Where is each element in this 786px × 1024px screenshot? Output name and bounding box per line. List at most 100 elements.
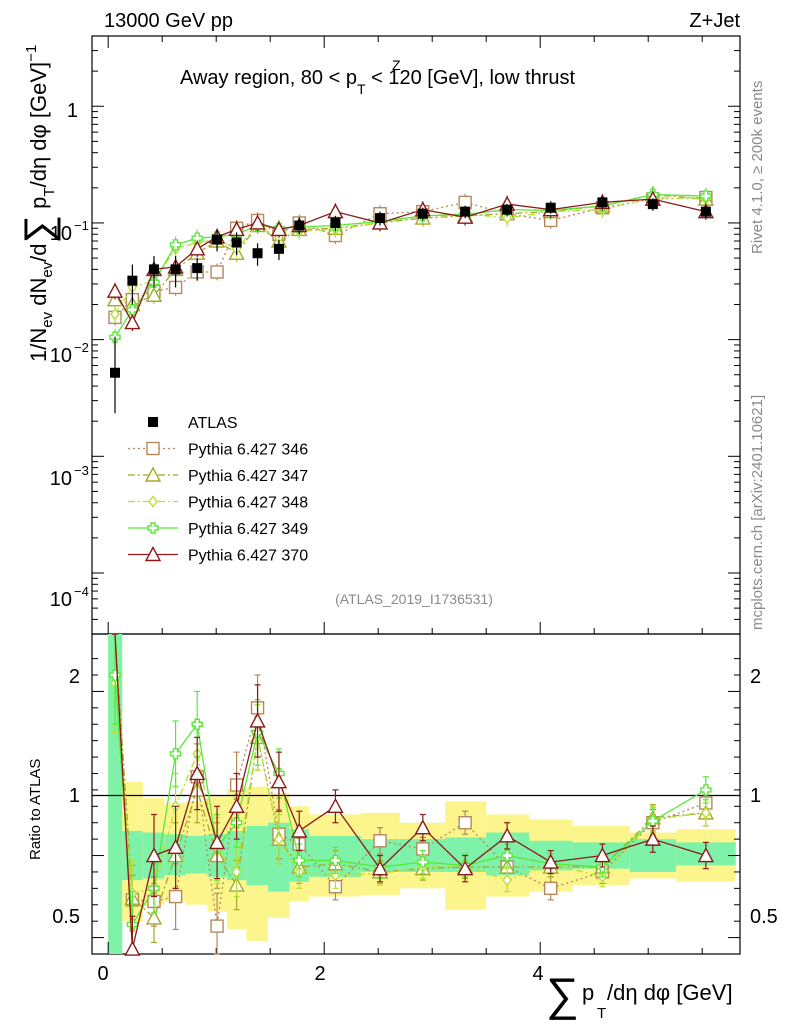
ratio-uncertainty-bands: [108, 634, 736, 954]
atlas-point: [231, 237, 242, 248]
atlas-point: [252, 248, 263, 259]
band-inner: [246, 826, 269, 886]
mc-point-ratio: [231, 865, 242, 879]
mc-point-ratio: [502, 874, 513, 887]
atlas-point: [212, 234, 223, 245]
y-tick-exp-1e-1: −1: [74, 218, 89, 233]
y-tick-label-1: 1: [67, 100, 78, 122]
x-axis-label: ∑ p T /dη dφ [GeV]: [546, 968, 733, 1022]
analysis-id: (ATLAS_2019_I1736531): [335, 591, 493, 607]
legend-label: Pythia 6.427 370: [188, 548, 308, 565]
atlas-point: [502, 204, 513, 215]
legend-marker: [144, 546, 162, 562]
mc-point-ratio: [274, 833, 284, 846]
mc-point-main: [126, 304, 139, 316]
legend-marker: [147, 522, 159, 534]
ratio-tick-1-right: 1: [750, 785, 761, 807]
svg-text:1/Nev dNev/d∑ pT/dη dφ [GeV]−: 1/Nev dNev/d∑ pT/dη dφ [GeV]−1: [17, 45, 61, 362]
mc-point-ratio: [458, 816, 472, 830]
atlas-point: [148, 264, 159, 275]
mc-point-ratio: [291, 822, 308, 838]
axis-ticks: [92, 35, 740, 954]
y-tick-label-1e-3: 10: [50, 468, 72, 490]
legend-label: Pythia 6.427 347: [188, 468, 308, 485]
mc-point-ratio: [414, 819, 431, 835]
mc-point-ratio: [498, 827, 516, 843]
x-axis-sub: T: [597, 1005, 606, 1022]
x-tick-labels: 0 2 4: [97, 963, 543, 985]
legend-label: Pythia 6.427 349: [188, 521, 308, 538]
mc-point-ratio: [456, 860, 474, 876]
mc-point-main: [270, 220, 288, 237]
mc-point-ratio: [270, 773, 288, 789]
atlas-point: [460, 206, 471, 217]
mc-point-ratio: [371, 860, 389, 876]
mc-point-main: [189, 240, 206, 256]
legend-marker: [146, 441, 160, 456]
legend-marker: [148, 495, 158, 508]
mc-series-ratio: [109, 633, 715, 956]
mc-point-ratio: [700, 784, 712, 796]
x-tick-2: 2: [314, 963, 325, 985]
y-tick-exp-1e-4: −4: [74, 584, 89, 599]
atlas-point: [192, 263, 203, 274]
mc-point-ratio: [373, 834, 387, 848]
x-tick-4: 4: [532, 963, 543, 985]
mc-point-ratio: [168, 889, 183, 904]
atlas-point: [273, 243, 284, 254]
mc-point-main: [191, 232, 203, 244]
atlas-data-main: [110, 196, 711, 414]
y-tick-label-1e-4: 10: [50, 589, 72, 611]
mc-point-ratio: [293, 854, 305, 867]
header-right: Z+Jet: [689, 10, 740, 32]
mc-point-ratio: [189, 765, 206, 781]
x-axis-tail: /dη dφ [GeV]: [607, 980, 733, 1005]
main-panel-frame: [91, 35, 741, 635]
mc-point-ratio: [169, 748, 182, 760]
mc-line-main: [114, 196, 706, 315]
x-axis-p: p: [582, 980, 594, 1005]
mc-point-main: [249, 214, 266, 230]
mc-point-ratio: [329, 854, 342, 867]
mc-line-main: [114, 193, 706, 306]
ratio-tick-05-right: 0.5: [750, 906, 778, 928]
legend-marker-atlas: [148, 417, 158, 427]
atlas-point: [647, 199, 658, 210]
atlas-point: [417, 208, 428, 219]
mc-point-ratio: [697, 847, 715, 863]
ratio-panel-frame: [91, 633, 741, 955]
atlas-point: [127, 275, 138, 286]
mc-point-ratio: [249, 712, 266, 728]
y-tick-exp-1e-3: −3: [74, 463, 89, 478]
ratio-tick-1-left: 1: [69, 785, 80, 807]
atlas-point: [700, 206, 711, 217]
mc-point-ratio: [228, 797, 245, 814]
atlas-point: [375, 213, 386, 224]
mc-point-ratio: [145, 847, 163, 863]
legend-label: ATLAS: [188, 415, 238, 432]
y-tick-label-1e-2: 10: [50, 345, 72, 367]
mc-point-ratio: [644, 830, 662, 846]
mc-point-main: [110, 308, 120, 321]
atlas-point: [294, 220, 305, 231]
legend: ATLAS Pythia 6.427 346 Pythia 6.427 347 Pyt…: [128, 415, 308, 565]
mc-point-main: [700, 190, 712, 202]
x-tick-0: 0: [97, 963, 108, 985]
rivet-label: Rivet 4.1.0, ≥ 200k events: [749, 81, 766, 254]
mc-point-main: [502, 211, 513, 225]
ratio-tick-2-left: 2: [69, 666, 80, 688]
mc-point-ratio: [191, 718, 203, 730]
mc-point-ratio: [210, 919, 224, 933]
mc-point-main: [124, 314, 141, 330]
mc-point-ratio: [543, 881, 558, 896]
atlas-point: [110, 367, 121, 378]
mc-point-ratio: [208, 833, 226, 850]
mc-point-main: [106, 282, 124, 298]
plot-title-superscript: Z: [392, 57, 401, 73]
legend-marker: [144, 466, 162, 482]
atlas-point: [545, 202, 556, 213]
mc-point-ratio: [594, 847, 611, 863]
header-left: 13000 GeV pp: [104, 10, 233, 32]
mc-point-ratio: [327, 797, 344, 814]
